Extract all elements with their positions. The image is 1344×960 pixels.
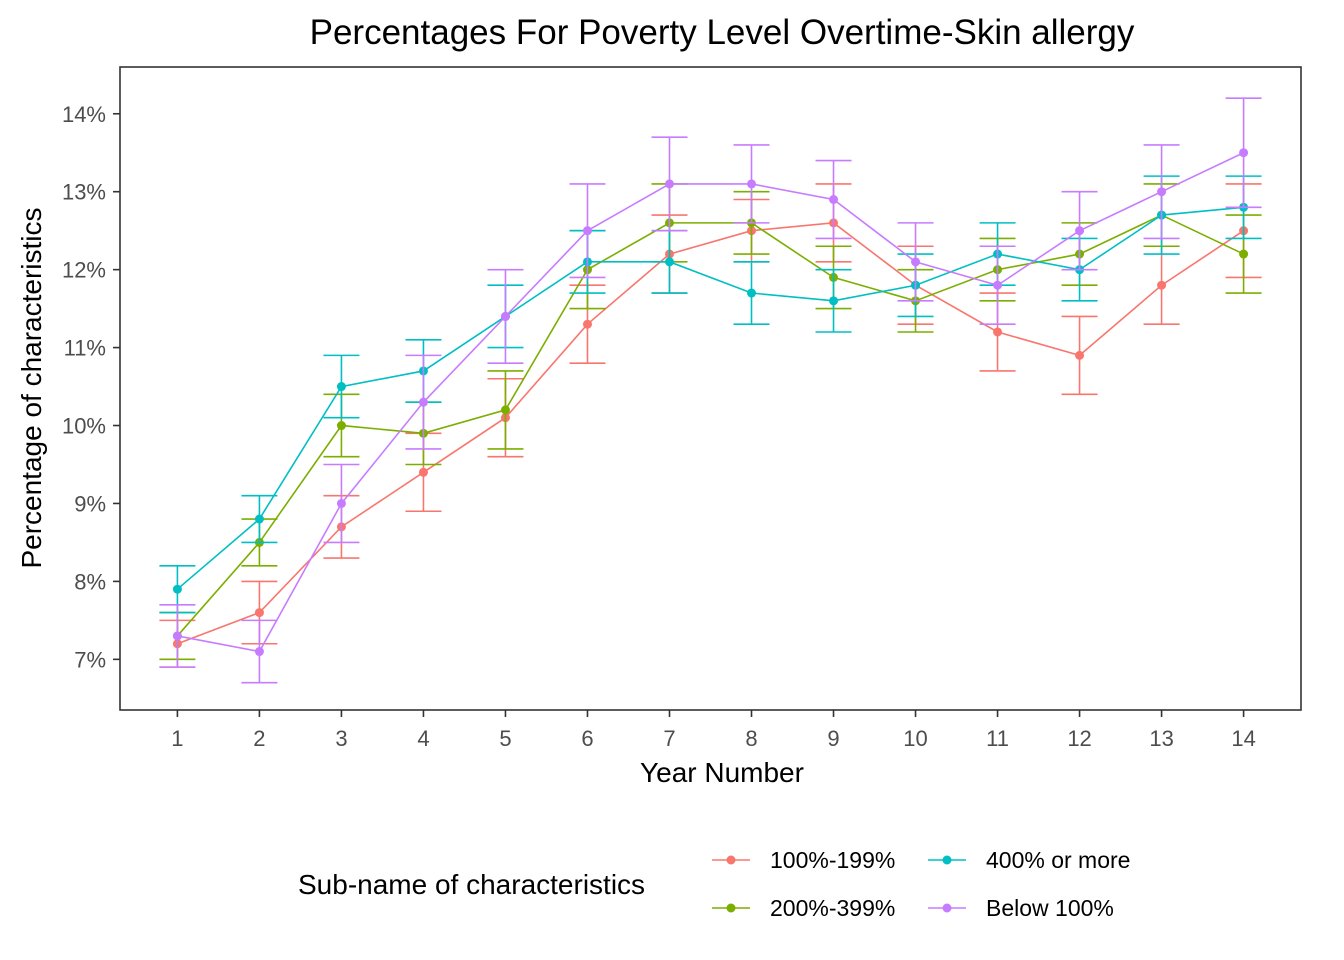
data-point	[336, 498, 346, 508]
legend-key: 400% or more	[928, 847, 1130, 873]
data-point	[829, 296, 839, 306]
data-point	[500, 311, 510, 321]
legend: Sub-name of characteristics 100%-199% 200…	[298, 847, 1130, 921]
x-tick-label: 6	[581, 726, 593, 751]
series-below-100-	[159, 97, 1262, 684]
legend-title: Sub-name of characteristics	[298, 869, 645, 900]
data-point	[747, 288, 757, 298]
data-point	[993, 327, 1003, 337]
y-tick-label: 10%	[62, 414, 106, 439]
data-point	[254, 514, 264, 524]
x-tick-label: 7	[663, 726, 675, 751]
series-100-199-	[159, 183, 1262, 668]
data-point	[418, 397, 428, 407]
legend-label: Below 100%	[986, 895, 1114, 921]
legend-label: 100%-199%	[770, 847, 895, 873]
data-point	[254, 647, 264, 657]
x-tick-label: 1	[171, 726, 183, 751]
y-tick-label: 11%	[64, 336, 106, 361]
x-tick-label: 12	[1067, 726, 1091, 751]
x-tick-label: 9	[827, 726, 839, 751]
y-tick-label: 13%	[62, 180, 106, 205]
data-point	[172, 584, 182, 594]
y-tick-label: 7%	[74, 647, 106, 672]
data-point	[418, 467, 428, 477]
y-axis: 7% 8% 9% 10% 11% 12% 13% 14%	[62, 102, 120, 672]
y-tick-label: 9%	[74, 491, 106, 516]
x-tick-label: 13	[1149, 726, 1173, 751]
chart-title: Percentages For Poverty Level Overtime-S…	[310, 13, 1135, 52]
data-point	[664, 179, 674, 189]
x-axis: 1 2 3 4 5 6 7 8 9 10 11 12 13 14	[171, 710, 1256, 751]
series-200-399-	[159, 183, 1262, 661]
x-tick-label: 3	[335, 726, 347, 751]
series-line	[177, 152, 1244, 653]
data-point	[993, 280, 1003, 290]
data-point	[829, 194, 839, 204]
x-tick-label: 8	[745, 726, 757, 751]
legend-label: 400% or more	[986, 847, 1130, 873]
data-point	[911, 257, 921, 267]
legend-marker	[726, 903, 736, 913]
x-axis-title: Year Number	[640, 757, 804, 788]
plot-panel	[119, 66, 1302, 711]
legend-key: 200%-399%	[712, 895, 895, 921]
x-tick-label: 10	[903, 726, 927, 751]
data-point	[336, 421, 346, 431]
legend-marker	[942, 903, 952, 913]
x-tick-label: 14	[1231, 726, 1255, 751]
legend-label: 200%-399%	[770, 895, 895, 921]
data-point	[664, 257, 674, 267]
data-point	[1239, 249, 1249, 259]
y-tick-label: 12%	[62, 258, 106, 283]
data-point	[1075, 226, 1085, 236]
series-line	[176, 214, 1244, 637]
series-line	[177, 222, 1245, 645]
x-tick-label: 4	[417, 726, 429, 751]
data-point	[254, 608, 264, 618]
data-point	[1075, 350, 1085, 360]
data-point	[1239, 148, 1249, 158]
x-tick-label: 2	[253, 726, 265, 751]
legend-key: 100%-199%	[712, 847, 895, 873]
data-point	[582, 319, 592, 329]
data-point	[336, 382, 346, 392]
data-point	[1157, 280, 1167, 290]
legend-marker	[726, 855, 736, 865]
legend-key: Below 100%	[928, 895, 1114, 921]
x-tick-label: 11	[986, 726, 1009, 751]
data-point	[747, 179, 757, 189]
legend-marker	[942, 855, 952, 865]
series-400-or-more	[159, 175, 1262, 614]
y-tick-label: 8%	[74, 569, 106, 594]
x-tick-label: 5	[499, 726, 511, 751]
data-point	[1157, 187, 1167, 197]
series-layer	[159, 97, 1262, 684]
y-tick-label: 14%	[62, 102, 106, 127]
data-point	[172, 631, 182, 641]
data-point	[500, 405, 510, 415]
y-axis-title: Percentage of characteristics	[16, 207, 47, 568]
series-line	[176, 206, 1244, 590]
data-point	[582, 226, 592, 236]
